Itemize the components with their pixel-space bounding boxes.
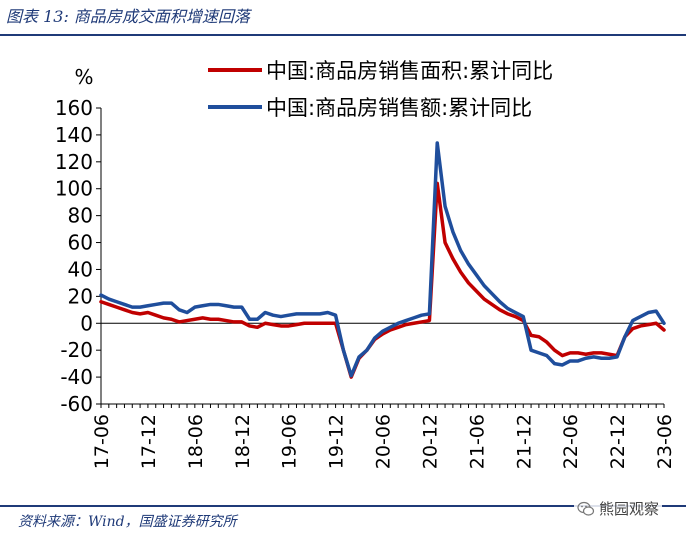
- y-tick-label: 140: [55, 123, 93, 147]
- y-tick-label: 160: [55, 96, 93, 120]
- x-tick-label: 22-12: [607, 414, 629, 469]
- y-tick-label: 0: [80, 311, 93, 335]
- x-tick-label: 23-06: [654, 414, 676, 469]
- y-tick-label: 100: [55, 177, 93, 201]
- y-tick-label: 120: [55, 150, 93, 174]
- y-tick-label: 20: [68, 284, 93, 308]
- unit-label: %: [74, 65, 93, 89]
- x-tick-label: 20-06: [373, 414, 395, 469]
- source-note: 资料来源：Wind，国盛证券研究所: [18, 514, 237, 530]
- wechat-icon: [577, 501, 595, 516]
- y-tick-label: 40: [68, 257, 93, 281]
- y-tick-label: -20: [60, 338, 93, 362]
- y-tick-label: 80: [68, 204, 93, 228]
- y-tick-label: 60: [68, 231, 93, 255]
- watermark: 熊园观察: [574, 498, 663, 519]
- x-tick-label: 18-12: [232, 414, 254, 469]
- x-tick-label: 17-12: [138, 414, 160, 469]
- figure-title: 图表 13: 商品房成交面积增速回落: [6, 7, 250, 26]
- series-line-2: [99, 141, 666, 378]
- source-rule: [0, 505, 686, 507]
- x-tick-label: 21-12: [513, 414, 535, 469]
- y-tick-label: -40: [60, 365, 93, 389]
- legend-label-2: 中国:商品房销售额:累计同比: [266, 96, 532, 120]
- x-tick-label: 20-12: [419, 414, 441, 469]
- x-tick-label: 21-06: [466, 414, 488, 469]
- x-tick-label: 22-06: [560, 414, 582, 469]
- title-rule: [0, 34, 686, 36]
- watermark-text: 熊园观察: [599, 500, 660, 518]
- legend-label-1: 中国:商品房销售面积:累计同比: [266, 59, 553, 83]
- x-tick-label: 18-06: [185, 414, 207, 469]
- x-tick-label: 17-06: [91, 414, 113, 469]
- series-line-1: [99, 181, 666, 379]
- y-tick-label: -60: [60, 392, 93, 416]
- x-tick-label: 19-06: [279, 414, 301, 469]
- x-tick-label: 19-12: [326, 414, 348, 469]
